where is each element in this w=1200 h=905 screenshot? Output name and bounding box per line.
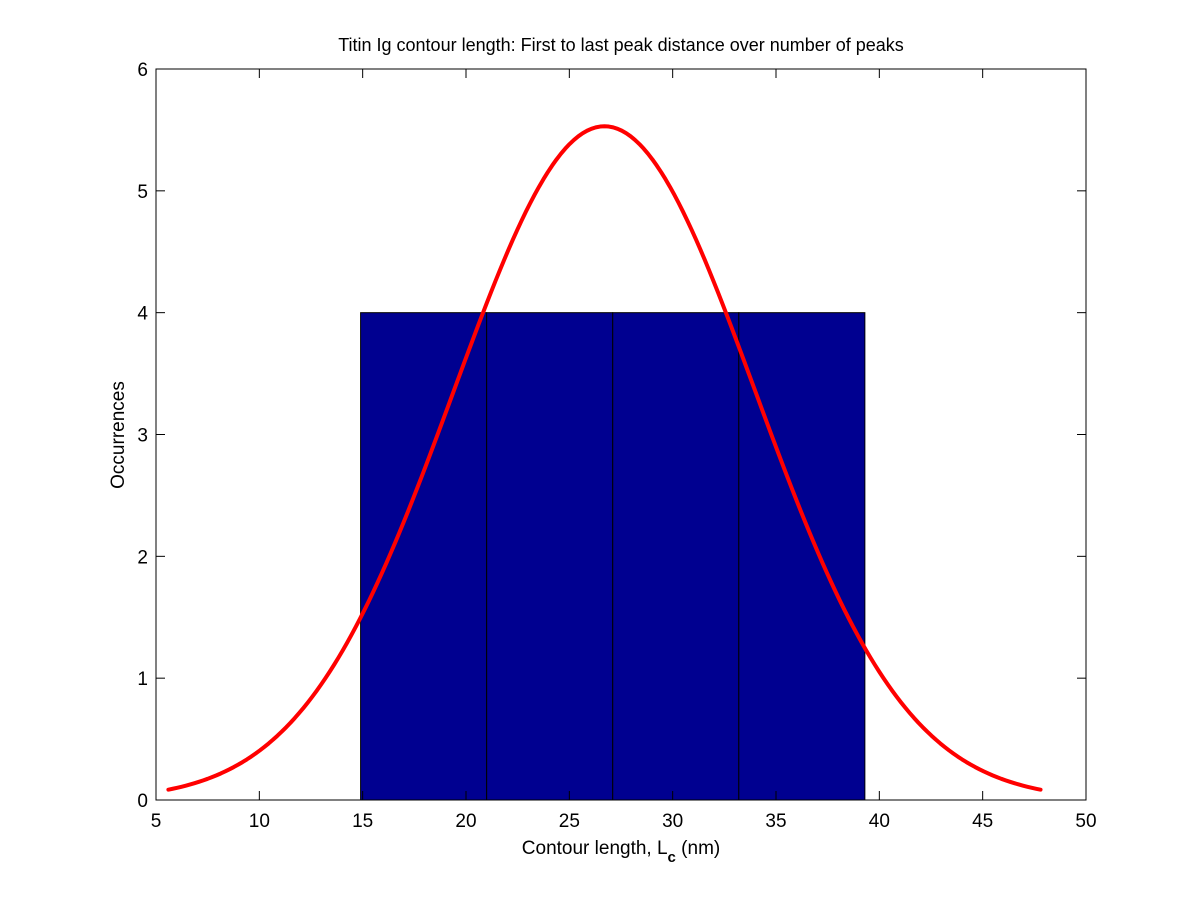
x-axis-label-unit: (nm)	[676, 838, 720, 859]
histogram-bar-4	[738, 312, 866, 801]
x-tick-label: 5	[151, 811, 162, 832]
y-tick-label: 4	[137, 304, 148, 325]
x-axis-label-main: Contour length, L	[522, 838, 668, 859]
x-tick-label: 50	[1075, 811, 1096, 832]
y-axis-ticks: 0 1 2 3 4 5 6	[137, 60, 1086, 812]
x-tick-label: 40	[869, 811, 890, 832]
x-tick-label: 30	[662, 811, 683, 832]
histogram-bar-2	[486, 312, 614, 801]
y-tick-label: 5	[137, 182, 148, 203]
y-tick-label: 2	[137, 547, 148, 568]
x-tick-label: 45	[972, 811, 993, 832]
y-tick-label: 1	[137, 669, 148, 690]
x-axis-ticks: 5 10 15 20 25 30 35 40 45 50	[151, 69, 1097, 832]
x-axis-label: Contour length, Lc (nm)	[522, 838, 720, 866]
y-tick-label: 6	[137, 60, 148, 81]
x-tick-label: 10	[249, 811, 270, 832]
x-tick-label: 20	[455, 811, 476, 832]
histogram-bars	[360, 312, 866, 801]
histogram-bar-3	[612, 312, 740, 801]
y-tick-label: 0	[137, 791, 148, 812]
fit-curve-group	[166, 124, 1043, 792]
y-tick-label: 3	[137, 426, 148, 447]
y-axis-label: Occurrences	[108, 381, 129, 489]
chart-title: Titin Ig contour length: First to last p…	[338, 35, 904, 55]
x-tick-label: 25	[559, 811, 580, 832]
x-tick-label: 15	[352, 811, 373, 832]
x-axis-label-subscript: c	[668, 849, 676, 866]
x-tick-label: 35	[765, 811, 786, 832]
gaussian-fit-curve	[166, 124, 1043, 792]
histogram-bar-1	[360, 312, 488, 801]
